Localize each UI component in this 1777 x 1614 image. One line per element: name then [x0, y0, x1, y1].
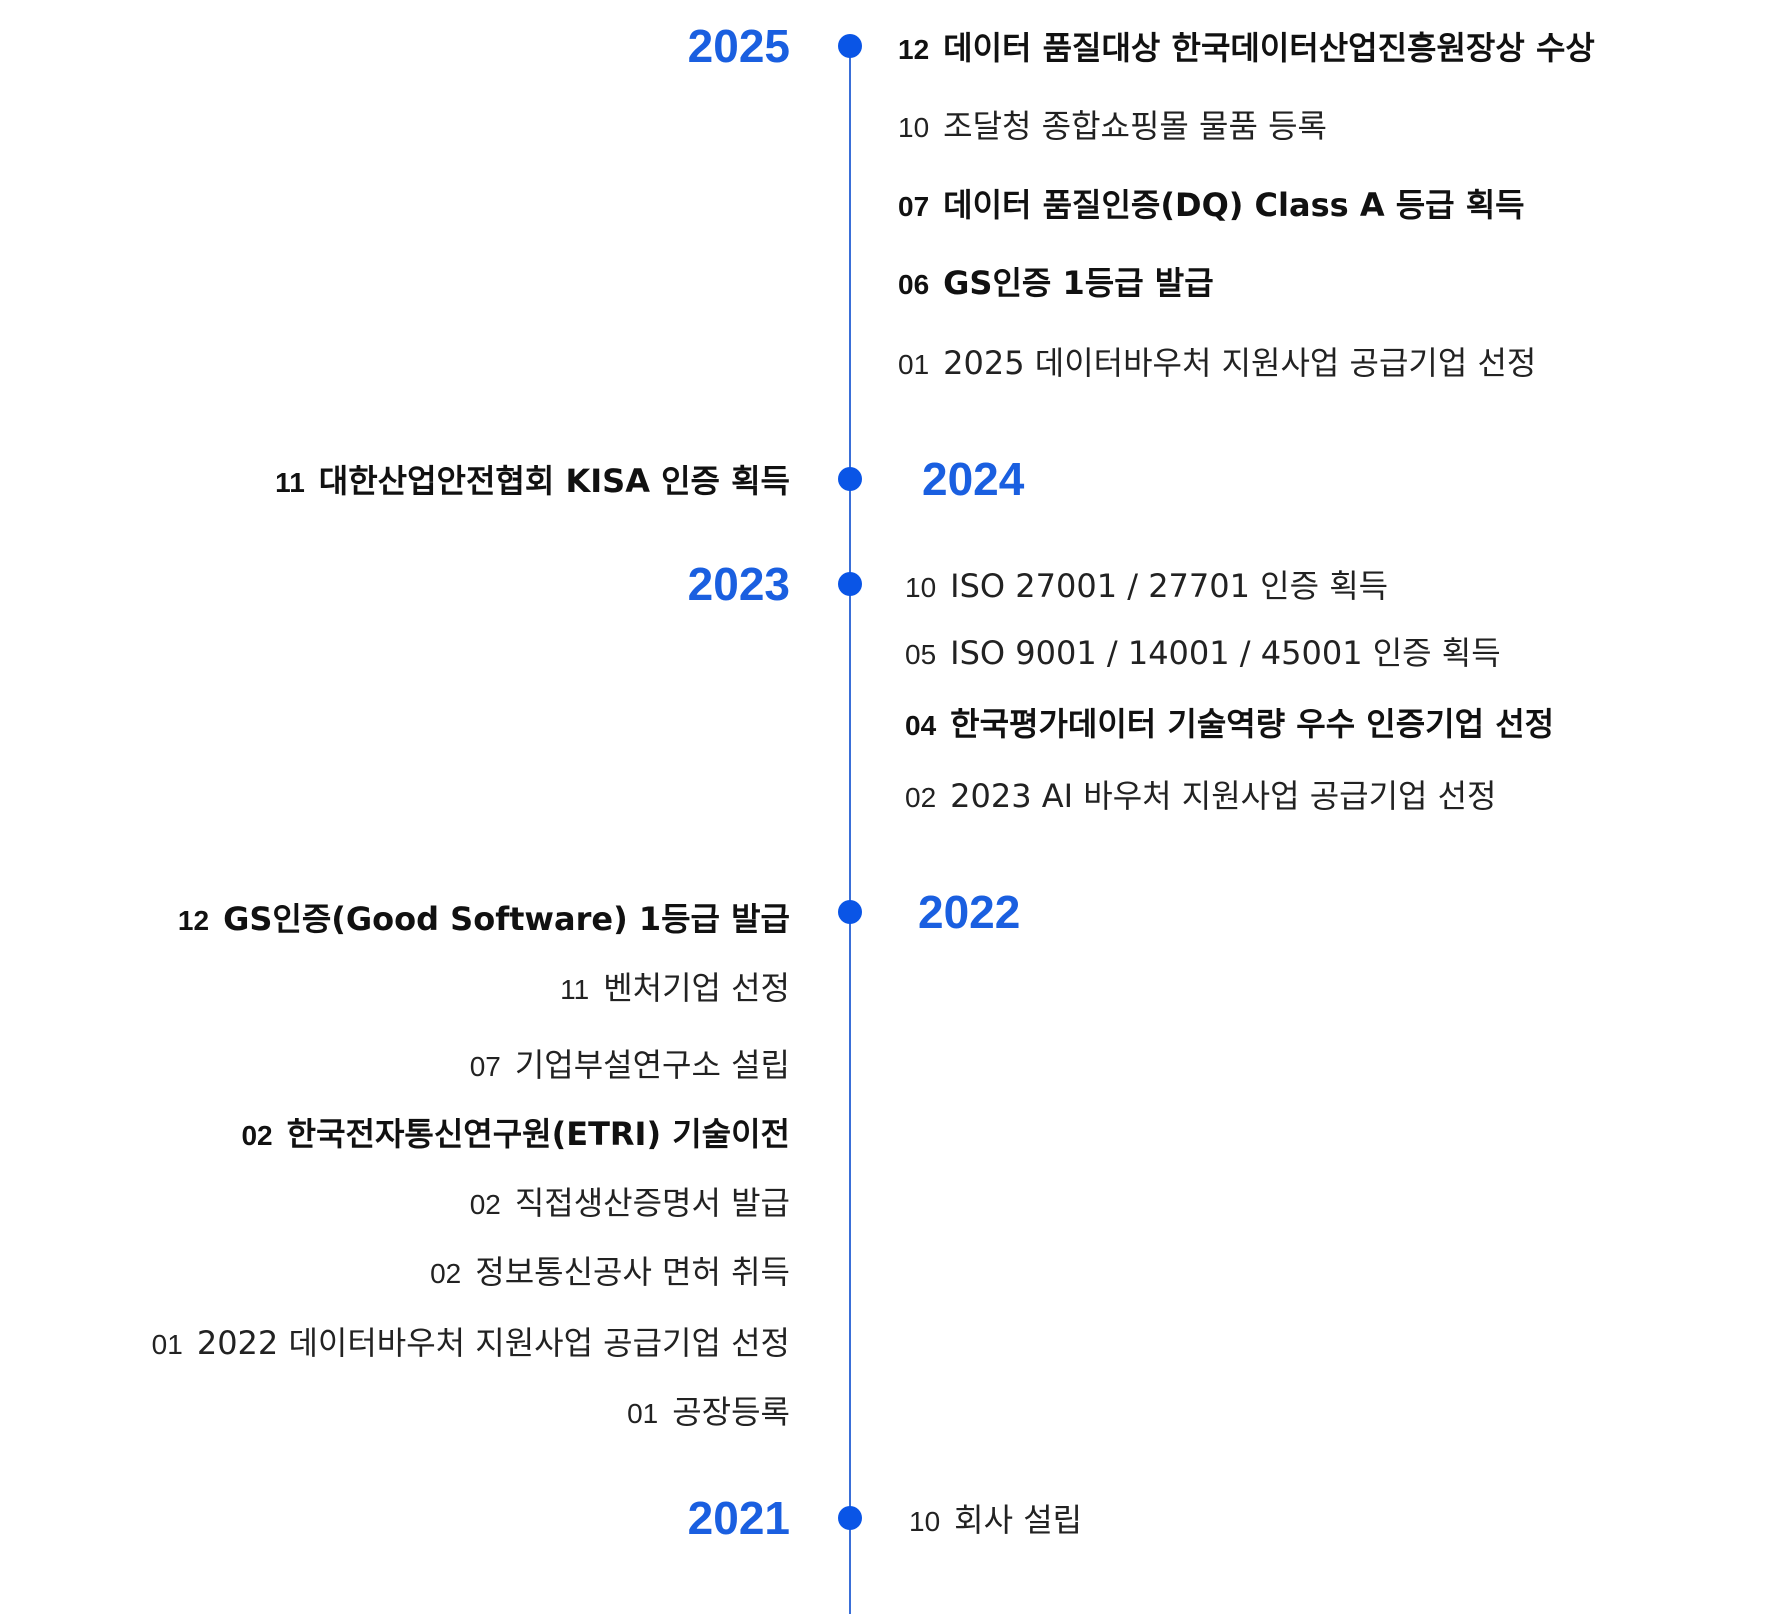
- milestone: 02 한국전자통신연구원(ETRI) 기술이전: [241, 1109, 790, 1155]
- milestone: 02 직접생산증명서 발급: [470, 1178, 790, 1224]
- milestone-text: 벤처기업 선정: [603, 969, 790, 1007]
- milestone-text: 한국전자통신연구원(ETRI) 기술이전: [286, 1115, 790, 1153]
- milestone: 02 2023 AI 바우처 지원사업 공급기업 선정: [905, 771, 1497, 817]
- timeline-dot: [838, 34, 862, 58]
- milestone-text: 조달청 종합쇼핑몰 물품 등록: [943, 107, 1327, 145]
- milestone-month: 12: [177, 905, 210, 936]
- timeline-dot: [838, 467, 862, 491]
- milestone-text: 2025 데이터바우처 지원사업 공급기업 선정: [943, 344, 1537, 382]
- year-label: 2021: [687, 1492, 790, 1544]
- milestone: 11 대한산업안전협회 KISA 인증 획득: [275, 456, 790, 502]
- milestone-text: ISO 27001 / 27701 인증 획득: [950, 567, 1389, 605]
- milestone: 02 정보통신공사 면허 취득: [430, 1247, 790, 1293]
- year-label: 2024: [922, 453, 1025, 505]
- milestone-month: 02: [905, 782, 937, 813]
- milestone: 12 GS인증(Good Software) 1등급 발급: [178, 894, 790, 940]
- milestone: 01 2022 데이터바우처 지원사업 공급기업 선정: [152, 1318, 790, 1364]
- milestone-month: 10: [905, 572, 937, 603]
- milestone: 01 공장등록: [627, 1387, 790, 1433]
- milestone-month: 04: [905, 710, 937, 741]
- timeline-line: [849, 46, 851, 1614]
- milestone: 07 기업부설연구소 설립: [470, 1040, 790, 1086]
- milestone-month: 01: [151, 1329, 183, 1360]
- milestone: 06 GS인증 1등급 발급: [898, 258, 1214, 304]
- milestone: 05 ISO 9001 / 14001 / 45001 인증 획득: [905, 628, 1501, 674]
- timeline-dot: [838, 572, 862, 596]
- milestone-month: 10: [909, 1506, 941, 1537]
- milestone-text: 공장등록: [672, 1393, 790, 1431]
- milestone-text: 2023 AI 바우처 지원사업 공급기업 선정: [950, 777, 1497, 815]
- milestone-text: 데이터 품질인증(DQ) Class A 등급 획득: [943, 186, 1525, 224]
- milestone-month: 11: [275, 467, 305, 498]
- milestone-month: 12: [898, 34, 930, 65]
- year-label: 2025: [687, 20, 790, 72]
- timeline-dot: [838, 900, 862, 924]
- milestone-month: 11: [560, 974, 590, 1005]
- milestone: 11 벤처기업 선정: [560, 963, 790, 1009]
- year-label: 2023: [687, 558, 790, 610]
- milestone-text: 직접생산증명서 발급: [514, 1184, 790, 1222]
- milestone-text: 정보통신공사 면허 취득: [475, 1253, 790, 1291]
- milestone: 07 데이터 품질인증(DQ) Class A 등급 획득: [898, 180, 1525, 226]
- milestone-month: 06: [898, 269, 930, 300]
- milestone-month: 07: [469, 1051, 501, 1082]
- milestone-month: 01: [627, 1398, 659, 1429]
- milestone-month: 10: [898, 112, 930, 143]
- milestone-month: 02: [430, 1258, 462, 1289]
- milestone: 04 한국평가데이터 기술역량 우수 인증기업 선정: [905, 699, 1554, 745]
- milestone: 12 데이터 품질대상 한국데이터산업진흥원장상 수상: [898, 23, 1595, 69]
- milestone-text: 2022 데이터바우처 지원사업 공급기업 선정: [196, 1324, 790, 1362]
- milestone: 01 2025 데이터바우처 지원사업 공급기업 선정: [898, 338, 1536, 384]
- milestone-text: 데이터 품질대상 한국데이터산업진흥원장상 수상: [943, 29, 1595, 67]
- milestone-month: 02: [469, 1189, 501, 1220]
- milestone-text: ISO 9001 / 14001 / 45001 인증 획득: [950, 634, 1501, 672]
- milestone-month: 05: [905, 639, 937, 670]
- milestone-text: 대한산업안전협회 KISA 인증 획득: [318, 462, 790, 500]
- milestone-text: 기업부설연구소 설립: [514, 1046, 790, 1084]
- milestone: 10 회사 설립: [909, 1495, 1082, 1541]
- milestone: 10 조달청 종합쇼핑몰 물품 등록: [898, 101, 1327, 147]
- milestone-month: 01: [898, 349, 930, 380]
- milestone-text: 회사 설립: [954, 1501, 1083, 1539]
- milestone-text: GS인증(Good Software) 1등급 발급: [223, 900, 790, 938]
- timeline-dot: [838, 1506, 862, 1530]
- milestone-text: GS인증 1등급 발급: [943, 264, 1214, 302]
- milestone-month: 07: [898, 191, 930, 222]
- year-label: 2022: [918, 886, 1021, 938]
- milestone: 10 ISO 27001 / 27701 인증 획득: [905, 561, 1388, 607]
- milestone-month: 02: [241, 1120, 273, 1151]
- milestone-text: 한국평가데이터 기술역량 우수 인증기업 선정: [950, 705, 1555, 743]
